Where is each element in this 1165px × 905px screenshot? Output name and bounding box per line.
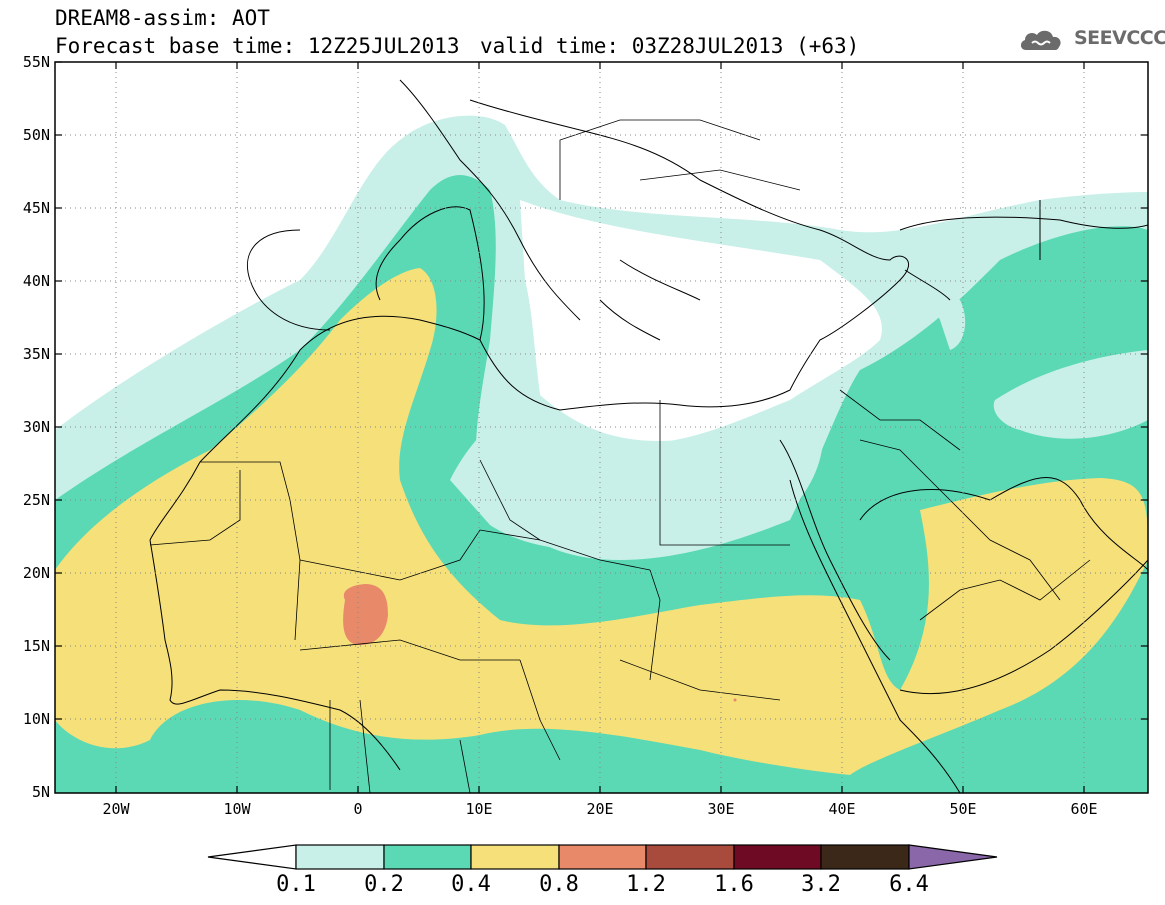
lat-label: 10N — [22, 710, 50, 728]
colorbar-segment-over — [908, 844, 998, 870]
lon-label: 40E — [828, 800, 856, 818]
colorbar-segment-4 — [558, 844, 647, 870]
colorbar-label: 0.4 — [451, 872, 491, 897]
lon-label: 0 — [353, 800, 363, 818]
aot-contour-0.8 — [343, 584, 388, 645]
colorbar — [207, 844, 998, 870]
lat-label: 55N — [22, 53, 50, 71]
valid-time: valid time: 03Z28JUL2013 (+63) — [480, 34, 860, 58]
forecast-base-time: Forecast base time: 12Z25JUL2013 — [55, 34, 460, 58]
aot-contour-0.4 — [55, 268, 1148, 775]
lon-label: 10W — [223, 800, 251, 818]
colorbar-label: 0.8 — [539, 872, 579, 897]
colorbar-segment-1 — [295, 844, 385, 870]
cloud-logo-icon — [1020, 30, 1061, 50]
colorbar-segment-under — [207, 844, 297, 870]
lat-label: 20N — [22, 564, 50, 582]
colorbar-segment-6 — [733, 844, 822, 870]
coastlines — [149, 79, 1148, 793]
colorbar-label: 1.6 — [714, 872, 754, 897]
colorbar-segment-5 — [645, 844, 735, 870]
lat-label: 40N — [22, 272, 50, 290]
lat-label: 25N — [22, 491, 50, 509]
lon-label: 20W — [102, 800, 130, 818]
logo-text: SEEVCCC — [1074, 27, 1165, 49]
colorbar-label: 1.2 — [626, 872, 666, 897]
map-title: DREAM8-assim: AOT — [55, 6, 270, 30]
colorbar-segment-3 — [470, 844, 560, 870]
colorbar-label: 6.4 — [889, 872, 929, 897]
lat-label: 5N — [31, 783, 50, 801]
lon-label: 20E — [586, 800, 614, 818]
colorbar-label: 0.2 — [364, 872, 404, 897]
lon-label: 30E — [707, 800, 735, 818]
lat-label: 45N — [22, 199, 50, 217]
lon-label: 10E — [465, 800, 493, 818]
axis-ticks — [55, 61, 1148, 793]
colorbar-segment-7 — [820, 844, 910, 870]
lon-label: 50E — [949, 800, 977, 818]
lat-label: 35N — [22, 345, 50, 363]
graticule — [55, 62, 1148, 793]
colorbar-segment-2 — [383, 844, 472, 870]
colorbar-label: 0.1 — [276, 872, 316, 897]
lat-label: 15N — [22, 637, 50, 655]
lat-label: 50N — [22, 126, 50, 144]
lat-label: 30N — [22, 418, 50, 436]
colorbar-label: 3.2 — [801, 872, 841, 897]
lon-label: 60E — [1070, 800, 1098, 818]
